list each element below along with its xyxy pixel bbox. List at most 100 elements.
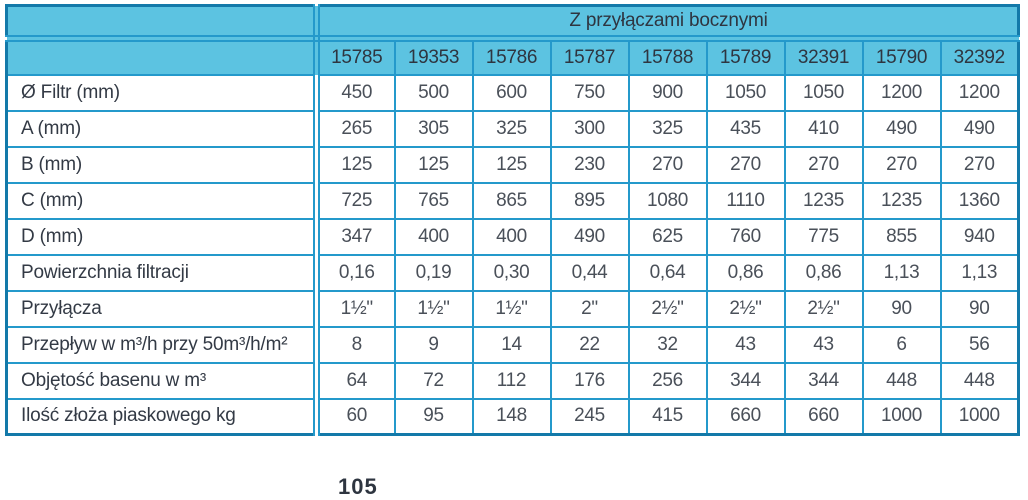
value-cell: 1,13	[939, 253, 1020, 292]
model-header-cell: 32392	[939, 37, 1020, 76]
value-cell: 1½"	[315, 289, 396, 328]
table-row: B (mm) 125 125 125 230 270 270 270 270 270	[5, 145, 1020, 184]
value-cell: 22	[549, 325, 630, 364]
table-row: C (mm) 725 765 865 895 1080 1110 1235 1235 1360	[5, 181, 1020, 220]
value-cell: 760	[705, 217, 786, 256]
value-cell: 347	[315, 217, 396, 256]
value-cell: 43	[705, 325, 786, 364]
table-row: Przyłącza 1½" 1½" 1½" 2" 2½" 2½" 2½" 90 90	[5, 289, 1020, 328]
value-cell: 1½"	[393, 289, 474, 328]
value-cell: 270	[627, 145, 708, 184]
value-cell: 450	[315, 73, 396, 112]
value-cell: 940	[939, 217, 1020, 256]
row-label-cell: C (mm)	[5, 181, 320, 220]
value-cell: 1½"	[471, 289, 552, 328]
value-cell: 245	[549, 397, 630, 436]
corner-blank-cell	[5, 37, 320, 76]
table-row: A (mm) 265 305 325 300 325 435 410 490 490	[5, 109, 1020, 148]
value-cell: 2½"	[705, 289, 786, 328]
value-cell: 270	[861, 145, 942, 184]
value-cell: 725	[315, 181, 396, 220]
value-cell: 265	[315, 109, 396, 148]
value-cell: 90	[861, 289, 942, 328]
value-cell: 490	[939, 109, 1020, 148]
table-row: Przepływ w m³/h przy 50m³/h/m² 8 9 14 22 32 43…	[5, 325, 1020, 364]
value-cell: 0,86	[783, 253, 864, 292]
value-cell: 0,16	[315, 253, 396, 292]
table-row: D (mm) 347 400 400 490 625 760 775 855 940	[5, 217, 1020, 256]
value-cell: 900	[627, 73, 708, 112]
value-cell: 435	[705, 109, 786, 148]
model-header-cell: 15789	[705, 37, 786, 76]
value-cell: 0,44	[549, 253, 630, 292]
value-cell: 1050	[783, 73, 864, 112]
value-cell: 176	[549, 361, 630, 400]
value-cell: 1200	[939, 73, 1020, 112]
value-cell: 6	[861, 325, 942, 364]
model-header-cell: 19353	[393, 37, 474, 76]
value-cell: 1080	[627, 181, 708, 220]
value-cell: 125	[315, 145, 396, 184]
value-cell: 660	[705, 397, 786, 436]
value-cell: 765	[393, 181, 474, 220]
row-label-cell: Przepływ w m³/h przy 50m³/h/m²	[5, 325, 320, 364]
value-cell: 750	[549, 73, 630, 112]
value-cell: 270	[783, 145, 864, 184]
value-cell: 0,30	[471, 253, 552, 292]
value-cell: 600	[471, 73, 552, 112]
row-label-cell: Ilość złoża piaskowego kg	[5, 397, 320, 436]
value-cell: 344	[705, 361, 786, 400]
table-row: Ø Filtr (mm) 450 500 600 750 900 1050 1050 1200 1…	[5, 73, 1020, 112]
value-cell: 660	[783, 397, 864, 436]
value-cell: 415	[627, 397, 708, 436]
value-cell: 14	[471, 325, 552, 364]
value-cell: 344	[783, 361, 864, 400]
value-cell: 448	[861, 361, 942, 400]
value-cell: 0,64	[627, 253, 708, 292]
value-cell: 2½"	[627, 289, 708, 328]
row-label-cell: Przyłącza	[5, 289, 320, 328]
value-cell: 125	[471, 145, 552, 184]
model-header-cell: 15785	[315, 37, 396, 76]
value-cell: 1110	[705, 181, 786, 220]
value-cell: 1360	[939, 181, 1020, 220]
value-cell: 60	[315, 397, 396, 436]
value-cell: 270	[705, 145, 786, 184]
model-header-cell: 15786	[471, 37, 552, 76]
value-cell: 2½"	[783, 289, 864, 328]
value-cell: 56	[939, 325, 1020, 364]
group-header-row: Z przyłączami bocznymi	[5, 4, 1020, 42]
row-label-cell: A (mm)	[5, 109, 320, 148]
model-header-cell: 15788	[627, 37, 708, 76]
model-header-cell: 15790	[861, 37, 942, 76]
table-header: Z przyłączami bocznymi 15785 19353 15786 15…	[5, 4, 1020, 76]
value-cell: 305	[393, 109, 474, 148]
group-header-cell: Z przyłączami bocznymi	[315, 4, 1020, 42]
value-cell: 90	[939, 289, 1020, 328]
value-cell: 270	[939, 145, 1020, 184]
value-cell: 72	[393, 361, 474, 400]
value-cell: 400	[471, 217, 552, 256]
value-cell: 865	[471, 181, 552, 220]
value-cell: 1000	[939, 397, 1020, 436]
table-body: Ø Filtr (mm) 450 500 600 750 900 1050 1050 1200 1…	[5, 73, 1020, 436]
model-numbers-row: 15785 19353 15786 15787 15788 15789 32391 15790…	[5, 37, 1020, 76]
value-cell: 625	[627, 217, 708, 256]
page-number: 105	[338, 474, 378, 499]
row-label-cell: Objętość basenu w m³	[5, 361, 320, 400]
value-cell: 32	[627, 325, 708, 364]
row-label-cell: B (mm)	[5, 145, 320, 184]
table-row: Ilość złoża piaskowego kg 60 95 148 245 415 66…	[5, 397, 1020, 436]
value-cell: 1050	[705, 73, 786, 112]
row-label-cell: Powierzchnia filtracji	[5, 253, 320, 292]
value-cell: 95	[393, 397, 474, 436]
value-cell: 1000	[861, 397, 942, 436]
value-cell: 448	[939, 361, 1020, 400]
value-cell: 2"	[549, 289, 630, 328]
value-cell: 490	[549, 217, 630, 256]
value-cell: 400	[393, 217, 474, 256]
corner-blank-cell	[5, 4, 320, 42]
table-row: Objętość basenu w m³ 64 72 112 176 256 344 344 4…	[5, 361, 1020, 400]
filter-spec-table: Z przyłączami bocznymi 15785 19353 15786 15…	[5, 4, 1020, 436]
value-cell: 125	[393, 145, 474, 184]
